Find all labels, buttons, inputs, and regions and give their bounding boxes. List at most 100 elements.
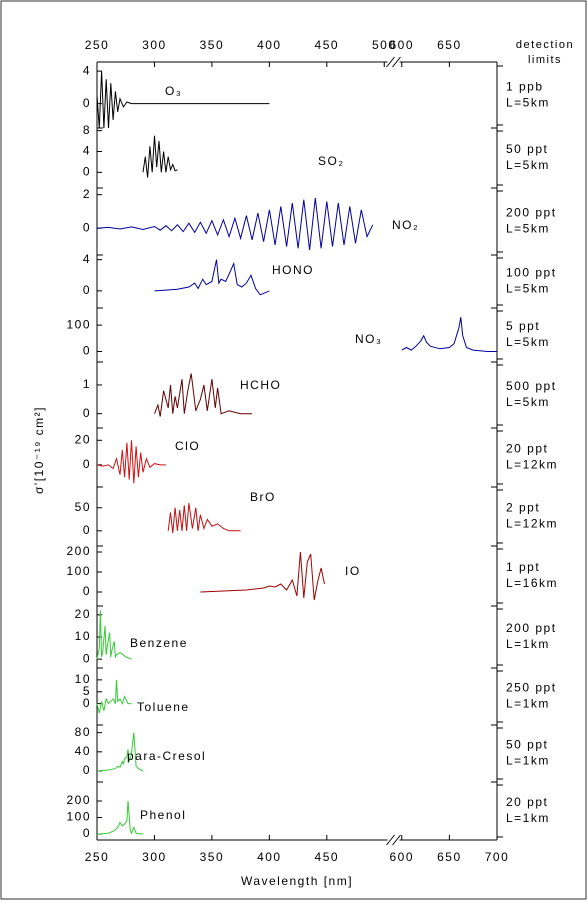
path-length: L=5km: [506, 222, 550, 236]
y-tick-label: 0: [83, 96, 91, 110]
detection-limit: 100 ppt: [506, 266, 557, 280]
y-tick-label: 200: [66, 793, 91, 807]
species-label: Phenol: [140, 808, 186, 822]
species-label: ClO: [175, 439, 200, 453]
y-tick-label: 0: [83, 651, 91, 665]
detection-limit: 20 ppt: [506, 442, 548, 456]
y-tick-label: 2: [83, 187, 91, 201]
y-tick-label: 4: [83, 63, 91, 77]
spectrum-line: [154, 259, 270, 296]
species-label: HCHO: [240, 378, 281, 392]
detection-limit: 50 ppt: [506, 142, 548, 156]
y-tick-label: 4: [83, 144, 91, 158]
y-tick-label: 0: [83, 584, 91, 598]
y-tick-label: 40: [75, 744, 91, 758]
detection-limit: 500 ppt: [506, 379, 557, 393]
axis-break-gap: [387, 838, 400, 842]
y-tick-label: 0: [83, 406, 91, 420]
path-length: L=16km: [506, 576, 558, 590]
species-label: NO₃: [355, 332, 382, 346]
y-tick-label: 20: [75, 607, 91, 621]
species-label: O₃: [165, 84, 182, 98]
y-tick-label: 8: [83, 123, 91, 137]
y-tick-label: 10: [75, 629, 91, 643]
species-label: HONO: [272, 263, 314, 277]
x-tick-label: 450: [315, 850, 340, 864]
y-tick-label: 0: [83, 826, 91, 840]
species-label: para-Cresol: [127, 749, 206, 763]
detection-limit: 200 ppt: [506, 621, 557, 635]
y-tick-label: 1: [83, 377, 91, 391]
detection-limit: 50 ppt: [506, 738, 548, 752]
axis-break: [392, 834, 401, 846]
y-tick-label: 100: [66, 810, 91, 824]
species-label: NO₂: [392, 218, 419, 232]
species-label: BrO: [250, 490, 276, 504]
detection-limit: 2 ppt: [506, 501, 540, 515]
y-tick-label: 10: [75, 672, 91, 686]
spectrum-line: [96, 71, 270, 129]
x2-tick-label: 250: [85, 38, 110, 52]
path-length: L=5km: [506, 335, 550, 349]
detection-limit: 5 ppt: [506, 319, 540, 333]
spectrum-line: [401, 317, 497, 352]
detection-limit: 1 ppt: [506, 560, 540, 574]
y-axis-label: σ'[10⁻¹⁹ cm²]: [32, 406, 46, 494]
spectrum-line: [167, 503, 241, 534]
path-length: L=1km: [506, 754, 550, 768]
x-tick-label: 650: [437, 850, 462, 864]
species-label: Toluene: [137, 700, 190, 714]
axis-break: [386, 834, 395, 846]
x2-tick-label: 400: [257, 38, 282, 52]
path-length: L=5km: [506, 96, 550, 110]
path-length: L=1km: [506, 811, 550, 825]
spectrum-line: [200, 551, 325, 601]
axis-break: [386, 56, 395, 68]
path-length: L=12km: [506, 517, 558, 531]
spectrum-line: [96, 732, 144, 772]
right-header: limits: [528, 54, 562, 66]
y-tick-label: 0: [83, 220, 91, 234]
x-tick-label: 300: [142, 850, 167, 864]
y-tick-label: 100: [66, 317, 91, 331]
y-tick-label: 100: [66, 564, 91, 578]
y-tick-label: 0: [83, 696, 91, 710]
path-length: L=1km: [506, 697, 550, 711]
species-label: SO₂: [318, 154, 345, 168]
axis-break-gap: [387, 60, 400, 64]
spectrum-line: [96, 610, 132, 660]
y-tick-label: 5: [83, 684, 91, 698]
x2-tick-label: 350: [200, 38, 225, 52]
species-label: Benzene: [130, 636, 188, 650]
y-tick-label: 0: [83, 523, 91, 537]
axis-break: [392, 56, 401, 68]
path-length: L=5km: [506, 158, 550, 172]
y-tick-label: 0: [83, 344, 91, 358]
detection-limit: 1 ppb: [506, 80, 544, 94]
path-length: L=5km: [506, 282, 550, 296]
x-axis-label: Wavelength [nm]: [241, 874, 353, 888]
x2-tick-label: 600: [389, 38, 414, 52]
detection-limit: 200 ppt: [506, 206, 557, 220]
detection-limit: 20 ppt: [506, 795, 548, 809]
right-header: detection: [516, 39, 574, 51]
detection-limit: 250 ppt: [506, 681, 557, 695]
y-tick-label: 0: [83, 763, 91, 777]
spectrum-line: [96, 198, 374, 251]
y-tick-label: 0: [83, 283, 91, 297]
x-tick-label: 350: [200, 850, 225, 864]
y-tick-label: 20: [75, 432, 91, 446]
y-tick-label: 80: [75, 725, 91, 739]
y-tick-label: 4: [83, 252, 91, 266]
path-length: L=5km: [506, 395, 550, 409]
x2-tick-label: 450: [315, 38, 340, 52]
x-tick-label: 250: [85, 850, 110, 864]
spectrum-line: [154, 373, 253, 417]
x2-tick-label: 300: [142, 38, 167, 52]
spectrum-line: [96, 440, 166, 484]
x2-tick-label: 500: [372, 38, 397, 52]
path-length: L=1km: [506, 637, 550, 651]
y-tick-label: 0: [83, 165, 91, 179]
